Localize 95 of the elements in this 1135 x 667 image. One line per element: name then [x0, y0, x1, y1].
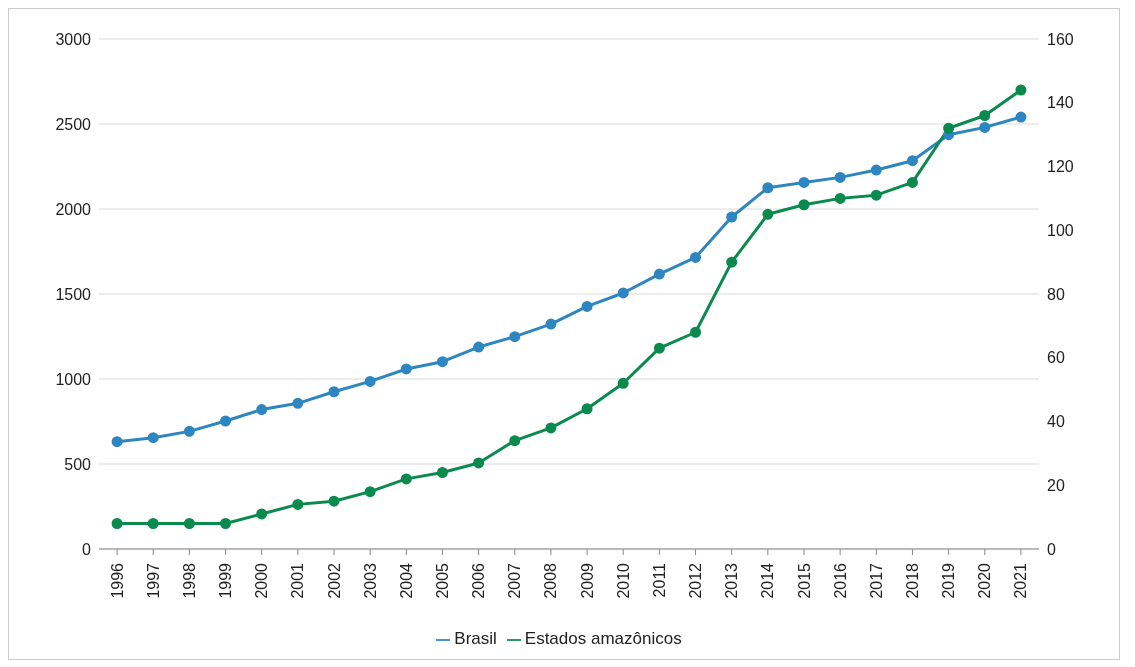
point [870, 189, 882, 201]
point [473, 457, 485, 469]
x-tick-label: 1996 [108, 562, 126, 599]
y-tick-label: 2000 [55, 200, 92, 218]
x-tick-label: 2011 [650, 562, 668, 598]
point [906, 176, 918, 188]
x-tick-label: 2021 [1012, 562, 1030, 599]
point [1015, 84, 1027, 96]
point [400, 473, 412, 485]
point [147, 432, 159, 444]
point [690, 251, 702, 263]
point [545, 318, 557, 330]
x-tick-label: 2008 [542, 562, 560, 599]
point [292, 397, 304, 409]
y2-tick-label: 100 [1047, 221, 1074, 239]
x-tick-label: 1997 [144, 562, 162, 599]
point [509, 435, 521, 447]
y-tick-label: 1500 [55, 285, 92, 303]
point [111, 518, 123, 529]
x-tick-label: 2002 [325, 562, 343, 599]
point [220, 415, 232, 427]
point [617, 377, 629, 389]
y-tick-label: 1000 [55, 370, 92, 388]
x-tick-label: 2004 [397, 562, 415, 599]
point [220, 518, 232, 529]
x-tick-label: 2012 [687, 562, 705, 599]
x-tick-label: 2017 [867, 562, 885, 599]
x-tick-label: 2013 [723, 562, 741, 599]
point [183, 425, 195, 437]
point [400, 363, 412, 375]
x-tick-label: 2000 [253, 562, 271, 599]
point [328, 386, 340, 398]
point [979, 110, 991, 121]
point [798, 199, 810, 211]
x-tick-label: 2005 [433, 562, 451, 599]
x-tick-label: 2019 [940, 562, 958, 599]
y-tick-label: 500 [64, 455, 92, 473]
x-tick-label: 2003 [361, 562, 379, 599]
point [834, 192, 846, 204]
point [328, 495, 340, 507]
point [183, 518, 195, 529]
point [364, 486, 376, 498]
point [690, 326, 702, 338]
point [979, 121, 991, 133]
x-tick-label: 2018 [903, 562, 921, 599]
point [545, 422, 557, 434]
x-tick-label: 2015 [795, 562, 813, 599]
point [653, 342, 665, 354]
y2-tick-label: 0 [1047, 540, 1056, 558]
y2-tick-label: 160 [1047, 30, 1074, 48]
x-tick-label: 2007 [506, 562, 524, 599]
point [1015, 111, 1027, 123]
y2-tick-label: 20 [1047, 476, 1065, 494]
legend-label: Brasil [454, 629, 497, 648]
point [762, 208, 774, 220]
x-tick-label: 2001 [289, 562, 307, 599]
y2-tick-label: 120 [1047, 158, 1074, 176]
point [834, 171, 846, 183]
point [762, 182, 774, 194]
y2-tick-label: 80 [1047, 285, 1065, 303]
point [111, 436, 123, 448]
x-tick-label: 2009 [578, 562, 596, 599]
point [617, 287, 629, 299]
point [436, 467, 448, 478]
point [943, 122, 955, 134]
point [906, 155, 918, 167]
x-tick-label: 2006 [470, 562, 488, 599]
y2-tick-label: 140 [1047, 94, 1074, 112]
point [292, 498, 304, 510]
point [256, 508, 268, 520]
point [364, 375, 376, 387]
point [256, 404, 268, 416]
point [798, 176, 810, 188]
y-tick-label: 0 [82, 540, 92, 558]
point [147, 518, 159, 529]
y2-tick-label: 40 [1047, 413, 1065, 431]
y-tick-label: 2500 [55, 115, 92, 133]
point [870, 164, 882, 176]
y2-tick-label: 60 [1047, 349, 1065, 367]
x-tick-label: 1998 [180, 562, 198, 599]
point [473, 341, 485, 353]
x-tick-label: 2010 [614, 562, 632, 599]
point [653, 268, 665, 280]
x-tick-label: 2016 [831, 562, 849, 599]
legend-label: Estados amazônicos [524, 629, 682, 648]
point [581, 403, 593, 415]
point [581, 300, 593, 312]
x-tick-label: 2020 [976, 562, 994, 599]
point [436, 356, 448, 368]
point [509, 331, 521, 343]
y-tick-label: 3000 [55, 30, 92, 48]
point [726, 211, 738, 223]
x-tick-label: 2014 [759, 562, 777, 599]
point [726, 256, 738, 268]
x-tick-label: 1999 [217, 562, 235, 599]
